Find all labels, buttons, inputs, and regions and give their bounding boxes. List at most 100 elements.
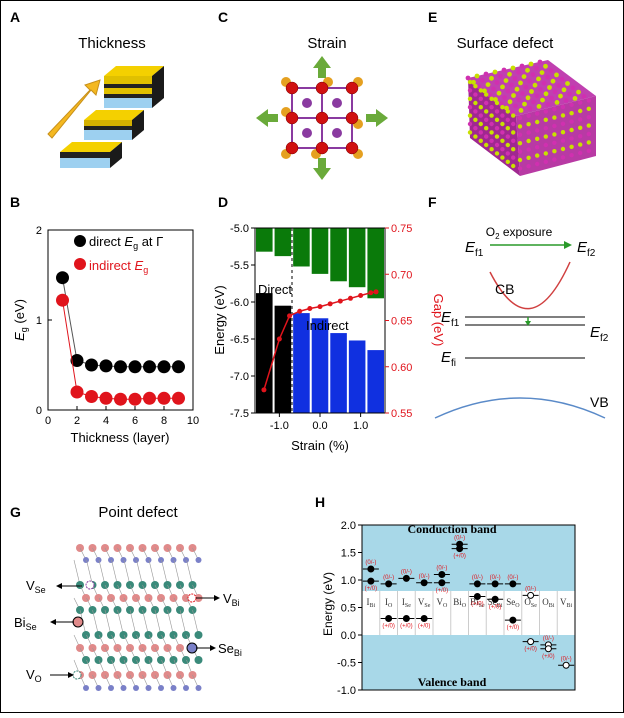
surface-atom — [536, 76, 541, 82]
side-atom — [473, 100, 478, 106]
surface-atom — [507, 71, 512, 77]
side-atom — [473, 92, 478, 97]
side-atom — [526, 164, 531, 169]
se-atom — [144, 631, 153, 639]
panel-f-letter: F — [428, 194, 437, 210]
side-atom — [543, 134, 548, 139]
side-atom — [560, 138, 566, 143]
panel-a-letter: A — [10, 9, 20, 25]
cb-label: CB — [495, 281, 514, 297]
x-tick-label: 0 — [45, 415, 51, 427]
side-atom — [484, 126, 489, 131]
bise-label: BiSe — [14, 615, 37, 632]
se-atom — [194, 656, 203, 664]
x-tick-label: 2 — [74, 415, 80, 427]
level-label: (+/0) — [471, 602, 484, 608]
gap-point — [307, 305, 313, 311]
level-label: (+/0) — [507, 625, 520, 631]
panel-e: E Surface defect — [428, 9, 596, 176]
side-atom — [494, 142, 500, 148]
ef1-top-label: Ef1 — [465, 239, 484, 259]
panel-d: D -5.0 -5.5 -6.0 -6.5 -7.0 -7.5 0.55 0.60 0.65 0.… — [212, 194, 446, 453]
side-atom — [578, 134, 583, 139]
gap-point — [373, 289, 379, 295]
valence-band-region — [362, 635, 575, 690]
bi-atom — [158, 685, 164, 691]
surface-atom — [534, 65, 539, 71]
level-label: (+/0) — [400, 624, 413, 630]
defect-label: VO — [436, 597, 448, 609]
plot-d-ticks: -5.0 -5.5 -6.0 -6.5 -7.0 -7.5 0.55 0.60 0.65 0.70… — [230, 223, 412, 432]
side-atom — [586, 131, 591, 137]
y-tick-label: -6.5 — [230, 334, 249, 346]
gap-point — [337, 298, 343, 304]
panel-f: F Ef1 Ef2 O2 exposure CB Ef1 Ef2 Efi VB — [428, 194, 609, 419]
legend-indirect-marker — [74, 258, 86, 270]
panel-c: C Strain — [218, 9, 388, 180]
surface-atom — [527, 106, 533, 111]
plot-b-points — [56, 271, 185, 406]
bond — [148, 559, 156, 586]
surface-atom — [547, 85, 552, 90]
level-label: (0/-) — [561, 656, 572, 662]
bond — [161, 559, 168, 586]
surface-atom — [565, 81, 570, 86]
side-atom — [552, 107, 557, 112]
vb-bar-indirect — [330, 333, 347, 413]
side-atom — [511, 147, 516, 152]
cb-bar — [348, 228, 366, 288]
surface-atom — [531, 99, 536, 105]
bond — [179, 609, 187, 636]
side-atom — [505, 126, 510, 131]
bond — [117, 609, 124, 636]
gap-point — [317, 304, 323, 310]
surface-atom — [492, 69, 498, 75]
bi-atom — [133, 557, 139, 563]
surface-atom — [502, 95, 507, 100]
surface-atom — [474, 73, 480, 79]
level-marker — [438, 579, 446, 587]
side-atom — [552, 115, 557, 120]
indirect-point — [143, 391, 156, 405]
ef2-label: Ef2 — [590, 324, 609, 344]
slab-thin — [60, 142, 122, 168]
defect-label: BiO — [453, 597, 467, 609]
bise-antisite-marker — [72, 616, 84, 628]
level-marker — [509, 616, 517, 624]
side-atom — [569, 127, 574, 133]
defect-label: VBi — [560, 597, 573, 609]
surface-atom — [476, 84, 482, 89]
se-atom — [107, 656, 115, 664]
level-marker — [473, 593, 481, 600]
o-atom — [345, 81, 359, 95]
surface-atom — [549, 95, 554, 101]
side-atom — [543, 109, 548, 114]
panel-d-letter: D — [218, 194, 228, 210]
level-marker — [367, 565, 375, 573]
side-atom — [535, 119, 540, 125]
o-atom — [119, 594, 128, 602]
bond — [192, 609, 199, 636]
sebi-antisite-marker — [186, 642, 198, 654]
side-atom — [511, 113, 516, 118]
se-atom — [169, 656, 178, 664]
side-atom — [586, 140, 591, 145]
se-atom — [119, 656, 128, 664]
bond — [186, 559, 193, 586]
vb-bar-indirect — [348, 340, 366, 413]
surface-atom — [539, 70, 545, 75]
conduction-band-region — [362, 525, 575, 591]
surface-atom — [525, 67, 530, 73]
defect-label: SeO — [506, 597, 520, 609]
legend-direct-label: direct Eg at Γ — [89, 234, 163, 251]
legend-indirect-label: indirect Eg — [89, 258, 148, 275]
x-tick-label: 10 — [187, 415, 199, 427]
bond — [129, 609, 137, 636]
point-defect-lattice — [72, 544, 203, 691]
side-atom — [578, 142, 583, 147]
se-atom — [94, 656, 103, 664]
panel-b-letter: B — [10, 194, 20, 210]
level-label: (0/-) — [365, 560, 376, 566]
bond — [73, 559, 81, 586]
level-marker — [527, 591, 535, 599]
